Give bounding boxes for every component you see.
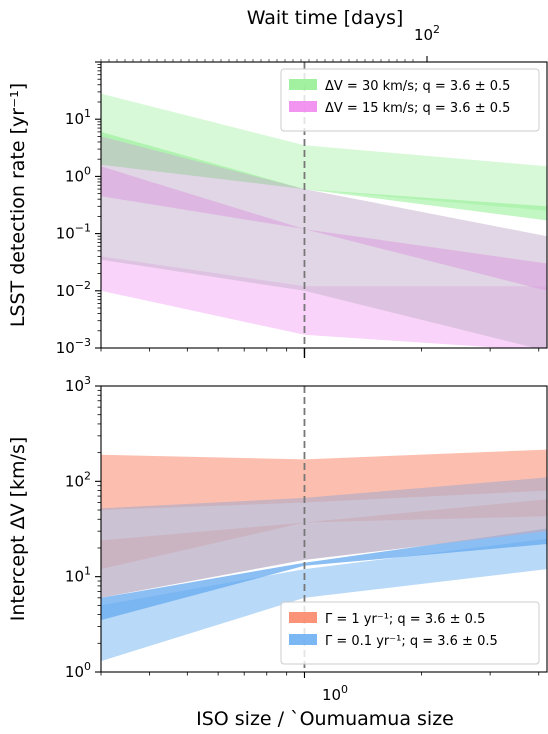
legend-box	[280, 601, 540, 665]
top-tick-label: 102	[414, 23, 440, 44]
y-tick-label: 100	[65, 164, 91, 185]
detection-rate-ylabel: LSST detection rate [yr⁻¹]	[7, 83, 29, 327]
legend-box	[280, 68, 540, 132]
detection-rate-ticks: 10−3 10−2 10−1 100 101	[56, 56, 540, 358]
y-tick-label: 103	[65, 374, 91, 395]
y-tick-label: 10−3	[56, 336, 91, 357]
intercept-dv-ticks: 100 101 102 103	[65, 374, 540, 681]
detection-rate-panel: 10−3 10−2 10−1 100 101 ΔV = 30 km/s; q = 3.6…	[7, 56, 548, 358]
y-tick-label: 100	[65, 660, 91, 681]
y-tick-label: 10−2	[56, 279, 91, 300]
intercept-dv-ylabel: Intercept ΔV [km/s]	[7, 437, 29, 622]
legend-label: ΔV = 15 km/s; q = 3.6 ± 0.5	[325, 101, 510, 116]
detection-rate-bands	[101, 93, 547, 348]
y-tick-label: 102	[65, 469, 91, 490]
band-bot-1-1	[101, 528, 547, 621]
intercept-dv-legend: Γ = 1 yr⁻¹; q = 3.6 ± 0.5 Γ = 0.1 yr⁻¹; q…	[280, 601, 540, 665]
band-top-0-1	[101, 131, 547, 221]
detection-rate-frame	[100, 61, 548, 349]
legend-swatch	[289, 101, 317, 112]
band-bot-2-0	[101, 477, 547, 598]
y-tick-label: 101	[65, 565, 91, 586]
x-axis-label: ISO size / `Oumuamua size	[196, 708, 454, 730]
legend-swatch	[289, 79, 317, 90]
band-bot-1-0	[101, 538, 547, 662]
intercept-dv-frame	[100, 385, 548, 673]
legend-label: Γ = 1 yr⁻¹; q = 3.6 ± 0.5	[325, 612, 485, 627]
detection-rate-legend: ΔV = 30 km/s; q = 3.6 ± 0.5 ΔV = 15 km/s;…	[280, 68, 540, 132]
legend-label: ΔV = 30 km/s; q = 3.6 ± 0.5	[325, 79, 510, 94]
legend-swatch	[289, 634, 317, 645]
x-tick-label: 100	[322, 683, 348, 704]
top-axis-label: Wait time [days]	[247, 7, 404, 29]
band-top-0-0	[101, 93, 547, 211]
band-top-2-0	[101, 136, 547, 348]
y-tick-label: 101	[65, 107, 91, 128]
intercept-dv-bands	[101, 449, 547, 662]
legend-swatch	[289, 612, 317, 623]
y-tick-label: 10−1	[56, 222, 91, 243]
legend-label: Γ = 0.1 yr⁻¹; q = 3.6 ± 0.5	[325, 634, 498, 649]
band-top-1-0	[101, 256, 547, 348]
